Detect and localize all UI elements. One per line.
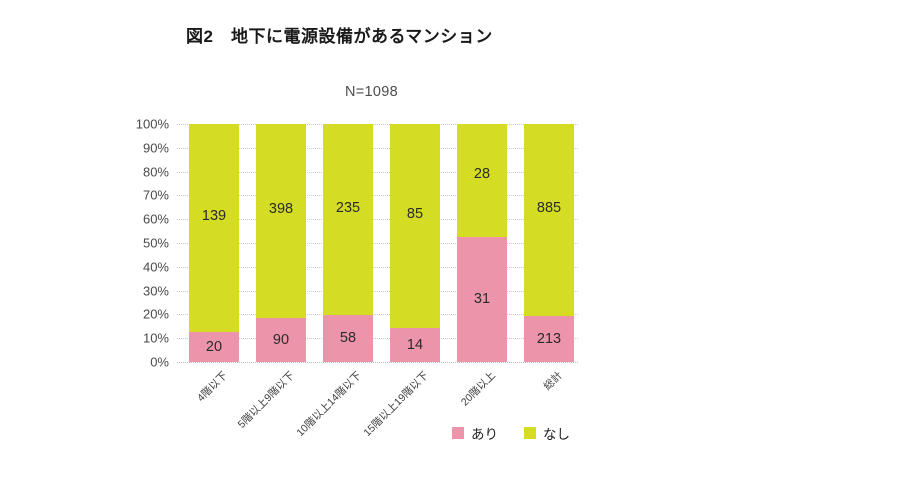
legend-swatch-nashi bbox=[524, 427, 536, 439]
x-axis-tick-label: 15階以上19階以下 bbox=[361, 369, 431, 439]
y-axis-tick-label: 40% bbox=[142, 259, 169, 275]
bar-segment-nashi[interactable]: 139 bbox=[189, 124, 239, 333]
gridline bbox=[177, 219, 578, 221]
bar-group[interactable]: 235 58 bbox=[323, 124, 373, 362]
legend-label-nashi: なし bbox=[543, 427, 570, 442]
y-axis-tick-label: 70% bbox=[142, 187, 169, 203]
sample-size-caption: N=1098 bbox=[345, 84, 398, 100]
bar-value-label: 58 bbox=[339, 330, 357, 347]
y-axis-tick-label: 0% bbox=[150, 354, 169, 370]
bar-segment-nashi[interactable]: 235 bbox=[323, 124, 373, 315]
gridline bbox=[177, 266, 578, 268]
bar-value-label: 213 bbox=[536, 330, 562, 347]
gridline bbox=[177, 338, 578, 340]
bar-segment-nashi[interactable]: 885 bbox=[524, 124, 574, 316]
bar-value-label: 398 bbox=[268, 201, 294, 218]
page-title: 図2 地下に電源設備があるマンション bbox=[186, 27, 493, 46]
x-axis-tick-label: 20階以上 bbox=[458, 369, 498, 409]
bar-group[interactable]: 139 20 bbox=[189, 124, 239, 362]
gridline bbox=[177, 171, 578, 173]
y-axis-tick-label: 80% bbox=[142, 164, 169, 180]
bar-segment-nashi[interactable]: 398 bbox=[256, 124, 306, 319]
bar-value-label: 139 bbox=[201, 207, 227, 224]
bar-value-label: 90 bbox=[272, 332, 290, 349]
gridline bbox=[177, 314, 578, 316]
gridline bbox=[177, 124, 578, 125]
bar-value-label: 85 bbox=[406, 205, 424, 222]
bar-group[interactable]: 398 90 bbox=[256, 124, 306, 362]
bar-value-label: 14 bbox=[406, 337, 424, 354]
bar-segment-ari[interactable]: 213 bbox=[524, 315, 574, 362]
y-axis-tick-label: 100% bbox=[135, 116, 169, 132]
y-axis-tick-label: 30% bbox=[142, 283, 169, 299]
legend-label-ari: あり bbox=[471, 427, 498, 442]
x-axis-tick-label: 5階以上9階以下 bbox=[235, 369, 297, 431]
y-axis-tick-label: 20% bbox=[142, 306, 169, 322]
bar-value-label: 20 bbox=[205, 339, 223, 356]
bar-segment-ari[interactable]: 58 bbox=[323, 314, 373, 362]
bar-segment-nashi[interactable]: 28 bbox=[457, 124, 507, 237]
gridline bbox=[177, 243, 578, 244]
bar-segment-ari[interactable]: 14 bbox=[390, 328, 440, 362]
y-axis-tick-label: 10% bbox=[142, 330, 169, 346]
y-axis-tick-label: 50% bbox=[142, 235, 169, 251]
bar-segment-nashi[interactable]: 85 bbox=[390, 124, 440, 329]
gridline bbox=[177, 195, 578, 197]
bar-segment-ari[interactable]: 90 bbox=[256, 318, 306, 362]
bar-group[interactable]: 28 31 bbox=[457, 124, 507, 362]
chart-legend: あり なし bbox=[452, 423, 570, 443]
bar-value-label: 31 bbox=[473, 291, 491, 308]
bar-segment-ari[interactable]: 31 bbox=[457, 236, 507, 362]
bar-group[interactable]: 885 213 bbox=[524, 124, 574, 362]
gridline bbox=[177, 362, 578, 363]
gridline bbox=[177, 147, 578, 149]
legend-item-ari[interactable]: あり bbox=[452, 423, 498, 443]
plot-area: 100% 90% 80% 70% 60% 50% 40% 30% 20% 10% 0% 139 20 39… bbox=[136, 117, 578, 370]
gridline bbox=[177, 290, 578, 292]
legend-item-nashi[interactable]: なし bbox=[524, 423, 570, 443]
bar-value-label: 28 bbox=[473, 165, 491, 182]
bar-value-label: 885 bbox=[536, 200, 562, 217]
x-axis-tick-label: 総計 bbox=[541, 369, 565, 393]
bar-segment-ari[interactable]: 20 bbox=[189, 332, 239, 362]
bar-group[interactable]: 85 14 bbox=[390, 124, 440, 362]
y-axis-tick-label: 90% bbox=[142, 140, 169, 156]
legend-swatch-ari bbox=[452, 427, 464, 439]
y-axis-tick-label: 60% bbox=[142, 211, 169, 227]
bar-value-label: 235 bbox=[335, 199, 361, 216]
x-axis-tick-label: 4階以下 bbox=[195, 369, 230, 405]
x-axis-tick-label: 10階以上14階以下 bbox=[294, 369, 364, 439]
